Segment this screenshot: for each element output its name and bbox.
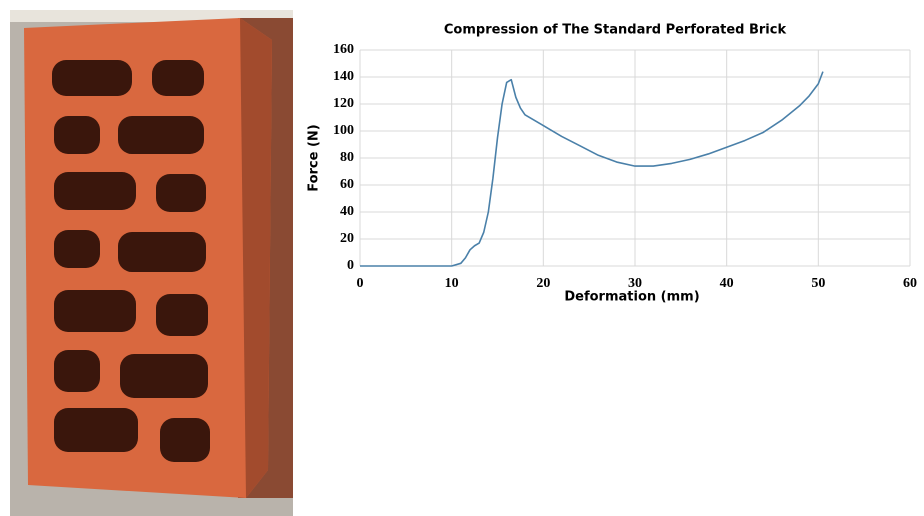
data-line <box>360 71 824 267</box>
chart-title: Compression of The Standard Perforated B… <box>444 23 787 38</box>
x-tick-label: 30 <box>628 276 642 291</box>
y-axis-label: Force (N) <box>307 124 322 192</box>
x-tick-label: 0 <box>357 276 364 291</box>
y-tick-label: 20 <box>340 231 354 246</box>
y-tick-label: 0 <box>347 258 354 273</box>
y-tick-label: 60 <box>340 177 354 192</box>
y-tick-label: 140 <box>333 69 354 84</box>
x-tick-label: 20 <box>536 276 550 291</box>
y-tick-label: 40 <box>340 204 354 219</box>
x-tick-label: 60 <box>903 276 917 291</box>
x-tick-label: 40 <box>720 276 734 291</box>
x-axis-label: Deformation (mm) <box>564 290 699 305</box>
y-tick-label: 80 <box>340 150 354 165</box>
y-tick-label: 120 <box>333 96 354 111</box>
x-tick-label: 10 <box>445 276 459 291</box>
brick-photo <box>10 10 293 516</box>
y-tick-label: 160 <box>333 42 354 57</box>
y-tick-label: 100 <box>333 123 354 138</box>
x-tick-label: 50 <box>811 276 825 291</box>
